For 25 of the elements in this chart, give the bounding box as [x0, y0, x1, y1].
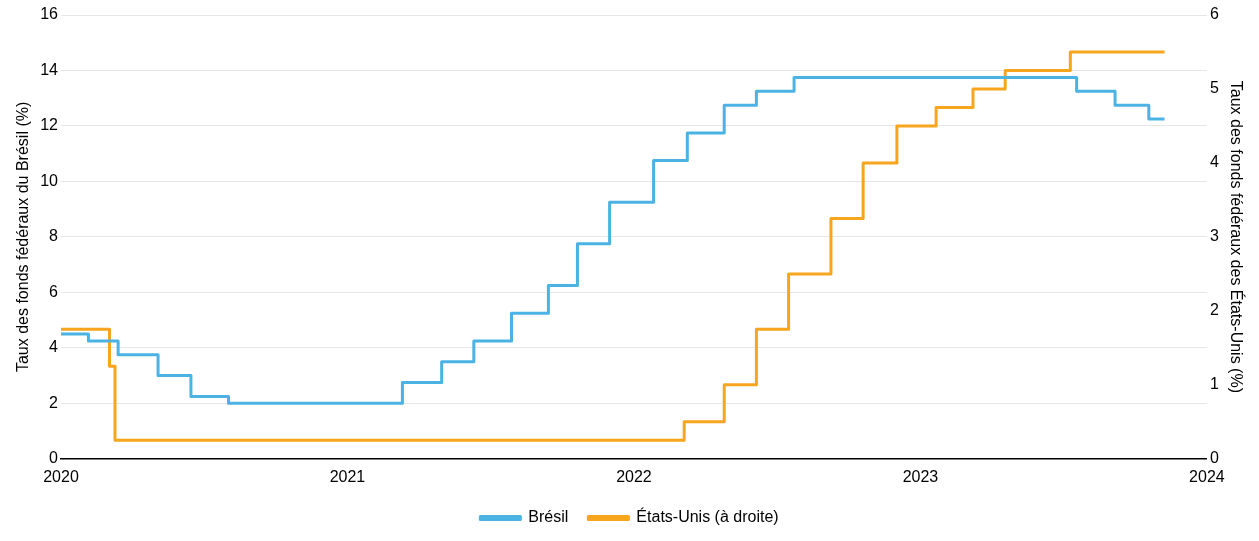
y-tick-label: 14: [40, 60, 59, 78]
legend-label: États-Unis (à droite): [636, 507, 779, 526]
y-tick-label: 0: [49, 449, 59, 467]
x-tick-label: 2022: [616, 467, 652, 485]
y2-tick-label: 2: [1209, 301, 1219, 319]
y-tick-label: 16: [40, 5, 59, 23]
y2-tick-label: 5: [1209, 79, 1219, 97]
x-tick-label: 2020: [43, 467, 79, 485]
y-tick-label: 2: [49, 393, 59, 411]
legend-label: Brésil: [528, 508, 569, 526]
x-tick-label: 2023: [902, 467, 939, 485]
y-tick-label: 8: [49, 227, 59, 245]
x-tick-label: 2021: [329, 467, 366, 485]
y2-tick-label: 0: [1209, 449, 1219, 467]
y-axis-title: Taux des fonds fédéraux du Brésil (%): [14, 101, 32, 373]
y-tick-label: 12: [40, 116, 59, 134]
y2-axis-title: Taux des fonds fédéraux des États-Unis (%): [1227, 80, 1246, 393]
y-tick-label: 10: [40, 171, 59, 189]
y2-tick-label: 3: [1209, 227, 1219, 245]
y2-tick-label: 1: [1209, 375, 1219, 393]
y2-tick-label: 4: [1209, 153, 1219, 171]
x-tick-label: 2024: [1189, 467, 1225, 485]
y-tick-label: 4: [49, 338, 59, 356]
y-tick-label: 6: [49, 282, 59, 300]
y2-tick-label: 6: [1209, 5, 1219, 23]
